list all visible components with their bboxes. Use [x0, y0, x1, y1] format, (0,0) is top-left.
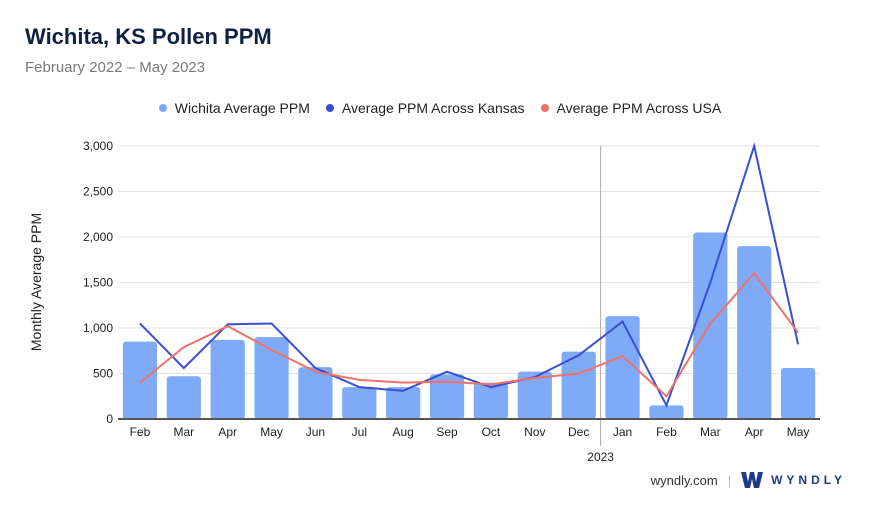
- x-tick-label: Sep: [436, 425, 458, 439]
- y-tick-label: 0: [106, 412, 113, 426]
- bar-nov-9[interactable]: [517, 371, 552, 419]
- legend-item-kansas[interactable]: Average PPM Across Kansas: [325, 100, 525, 116]
- bar-sep-7[interactable]: [429, 374, 465, 419]
- legend-dot-wichita: [158, 104, 167, 112]
- y-tick-labels: 0 500 1,000 1,500 2,000 2,500 3,000: [83, 139, 113, 426]
- legend-item-usa[interactable]: Average PPM Across USA: [540, 100, 722, 116]
- x-tick-label: Feb: [130, 425, 151, 439]
- legend-label-kansas: Average PPM Across Kansas: [341, 100, 525, 116]
- chart-subtitle: February 2022 – May 2023: [25, 59, 206, 76]
- legend-dot-kansas: [325, 104, 334, 112]
- bar-mar-1[interactable]: [166, 376, 201, 419]
- legend-label-wichita: Wichita Average PPM: [174, 100, 310, 116]
- bar-feb-0[interactable]: [122, 341, 158, 419]
- legend-label-usa: Average PPM Across USA: [556, 100, 722, 116]
- y-axis-label: Monthly Average PPM: [28, 213, 44, 351]
- year-label: 2023: [587, 450, 614, 464]
- bar-jul-5[interactable]: [342, 387, 377, 419]
- y-tick-label: 1,500: [83, 276, 113, 290]
- line-usa[interactable]: [139, 271, 799, 398]
- bars: [118, 232, 820, 420]
- x-tick-label: May: [787, 425, 810, 439]
- y-tick-label: 500: [93, 367, 113, 381]
- legend-item-wichita[interactable]: Wichita Average PPM: [158, 100, 310, 116]
- brand-name: WYNDLY: [771, 473, 846, 487]
- x-tick-label: Jul: [352, 425, 367, 439]
- x-tick-label: Mar: [700, 425, 721, 439]
- x-tick-label: Feb: [656, 425, 677, 439]
- x-tick-label: Apr: [745, 425, 764, 439]
- bar-aug-6[interactable]: [386, 387, 421, 419]
- wyndly-logo-icon: [741, 472, 764, 488]
- legend: Wichita Average PPM Average PPM Across K…: [0, 100, 880, 116]
- x-tick-label: Jan: [613, 425, 632, 439]
- x-tick-labels: 2023 Feb Mar Apr May Jun Jul Aug Sep Oct Nov Dec Jan…: [130, 425, 810, 464]
- y-tick-label: 2,500: [83, 185, 113, 199]
- bar-apr-14[interactable]: [737, 246, 772, 419]
- y-tick-label: 1,000: [83, 321, 113, 335]
- bar-oct-8[interactable]: [473, 382, 509, 419]
- x-tick-label: Jun: [306, 425, 325, 439]
- lines: [139, 142, 800, 408]
- bar-jun-4[interactable]: [298, 367, 333, 419]
- bar-apr-2[interactable]: [210, 339, 245, 419]
- footer-separator: |: [727, 472, 732, 488]
- bar-jan-11[interactable]: [605, 316, 640, 419]
- bar-may-15[interactable]: [780, 368, 816, 419]
- x-tick-label: Mar: [173, 425, 194, 439]
- chart-title: Wichita, KS Pollen PPM: [25, 24, 272, 49]
- y-tick-label: 2,000: [83, 230, 113, 244]
- x-tick-label: Aug: [393, 425, 414, 439]
- legend-dot-usa: [540, 104, 549, 112]
- y-tick-label: 3,000: [83, 139, 113, 153]
- bar-may-3[interactable]: [254, 337, 289, 419]
- brand-logo: WYNDLY: [741, 472, 846, 488]
- x-tick-label: May: [260, 425, 283, 439]
- x-tick-label: Nov: [524, 425, 545, 439]
- x-tick-label: Oct: [482, 425, 501, 439]
- footer: wyndly.com | WYNDLY: [651, 472, 846, 488]
- footer-site[interactable]: wyndly.com: [650, 472, 718, 488]
- bar-feb-12[interactable]: [649, 405, 684, 419]
- line-kansas[interactable]: [139, 142, 800, 408]
- bar-mar-13[interactable]: [693, 232, 728, 419]
- x-tick-label: Apr: [218, 425, 237, 439]
- x-tick-label: Dec: [568, 425, 589, 439]
- bar-dec-10[interactable]: [561, 351, 596, 419]
